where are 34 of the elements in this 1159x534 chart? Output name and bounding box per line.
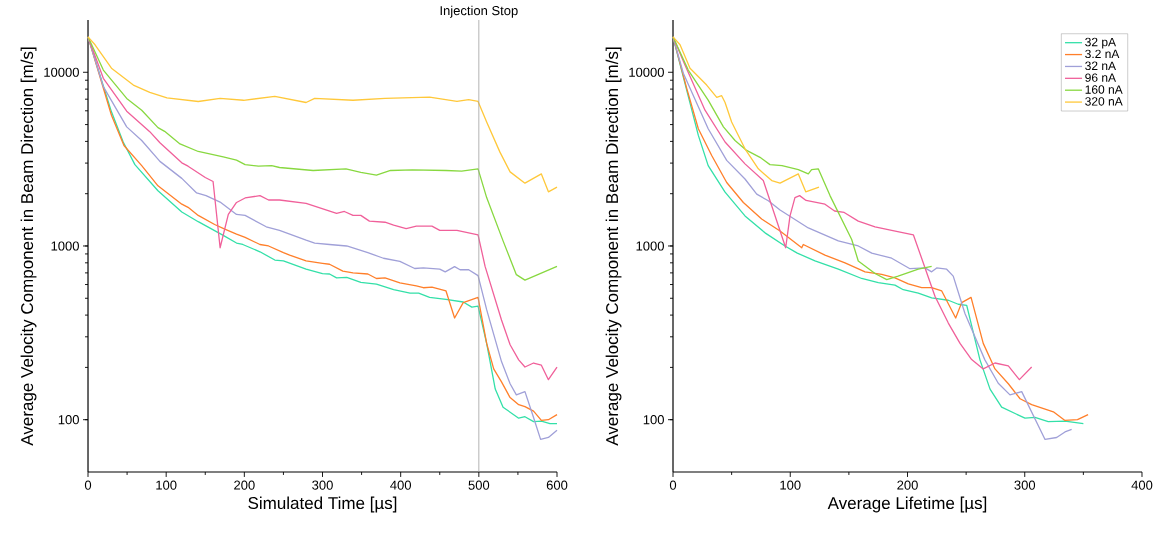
line-series (87, 36, 558, 281)
x-tick-label: 100 (780, 480, 801, 490)
x-tick-label: 400 (390, 480, 412, 490)
y-tick-label: 100 (58, 415, 79, 425)
x-tick-label: 600 (546, 480, 568, 490)
y-tick-label: 100 (643, 415, 664, 425)
line-series (672, 36, 820, 193)
y-axis-title: Average Velocity Component in Beam Direction [m/s] (20, 47, 37, 446)
x-tick-label: 100 (156, 480, 177, 490)
legend-label: 32 pA (1085, 37, 1117, 49)
x-tick-label: 500 (468, 480, 490, 490)
ref-line-label: Injection Stop (440, 5, 518, 18)
legend-label: 3.2 nA (1085, 49, 1120, 59)
x-axis-title: Simulated Time [µs] (248, 496, 397, 513)
line-series (672, 36, 1033, 381)
legend-label: 320 nA (1085, 97, 1123, 106)
line-series (672, 36, 933, 281)
y-tick-label: 1000 (636, 241, 664, 251)
y-tick-label: 10000 (629, 67, 664, 77)
y-tick-label: 10000 (44, 67, 79, 77)
x-axis-title: Average Lifetime [µs] (827, 496, 987, 513)
x-tick-label: 200 (897, 480, 918, 490)
legend-label: 32 nA (1085, 61, 1117, 70)
x-tick-label: 300 (312, 480, 333, 490)
x-tick-label: 0 (669, 480, 677, 490)
legend-label: 96 nA (1085, 73, 1117, 82)
x-tick-label: 200 (234, 480, 255, 490)
x-tick-label: 400 (1131, 480, 1153, 490)
y-tick-label: 1000 (51, 241, 79, 251)
legend-label: 160 nA (1085, 85, 1123, 94)
x-tick-label: 300 (1014, 480, 1036, 490)
y-axis-title: Average Velocity Component in Beam Direction [m/s] (605, 47, 622, 446)
line-series (87, 36, 558, 193)
x-tick-label: 0 (84, 480, 92, 490)
